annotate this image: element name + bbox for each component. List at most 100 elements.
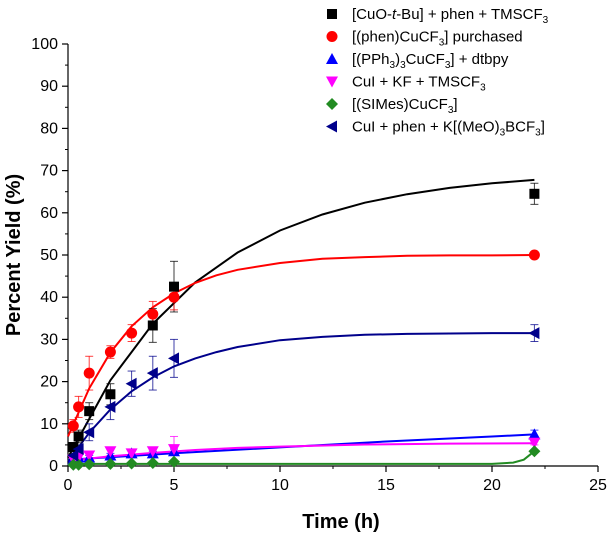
data-markers-layer — [67, 188, 541, 471]
data-point — [528, 445, 541, 458]
legend-marker — [327, 9, 337, 19]
x-tick-label: 20 — [483, 477, 501, 494]
data-point — [169, 281, 179, 292]
data-point — [146, 457, 159, 470]
y-tick-label: 40 — [40, 289, 58, 306]
legend-entry: [(SIMes)CuCF3​] — [352, 96, 458, 116]
y-tick-label: 0 — [49, 458, 58, 475]
legend-text-part: CuI + KF + TMSCF — [352, 74, 480, 91]
y-axis-title: Percent Yield (%) — [3, 174, 25, 336]
data-point — [68, 442, 79, 453]
legend-marker — [326, 76, 338, 88]
legend-entry: [CuO-t-Bu] + phen + TMSCF3​ — [352, 6, 549, 26]
legend-text-part: ] — [541, 119, 545, 136]
y-tick-label: 100 — [31, 36, 58, 53]
legend-text-part: [(PPh — [352, 51, 390, 68]
y-tick-label: 70 — [40, 163, 58, 180]
x-tick-label: 5 — [170, 477, 179, 494]
data-point — [104, 400, 116, 413]
data-point — [72, 458, 85, 471]
legend-text-part: CuI + phen + K[(MeO) — [352, 119, 500, 136]
y-tick-label: 50 — [40, 247, 58, 264]
data-point — [83, 450, 96, 462]
y-tick-label: 60 — [40, 205, 58, 222]
data-point — [104, 457, 117, 470]
data-point — [83, 458, 96, 471]
data-point — [67, 449, 79, 462]
legend-text-part: BCF — [505, 119, 535, 136]
legend-marker — [326, 98, 338, 110]
legend-text-part: 3 — [480, 83, 486, 94]
legend-text-part: 3 — [448, 105, 454, 116]
legend: [CuO-t-Bu] + phen + TMSCF3​ [(phen)CuCF3​… — [326, 6, 549, 139]
y-tick-label: 30 — [40, 331, 58, 348]
data-point — [84, 406, 95, 417]
legend-entry: CuI + KF + TMSCF3​ — [352, 74, 486, 94]
axes-layer: 0 5 10 15 20 25 0 10 20 30 40 50 60 70 80 90 100 — [31, 36, 607, 494]
data-point — [528, 249, 540, 261]
y-tick-label: 10 — [40, 416, 58, 433]
legend-text-part: 3 — [543, 15, 549, 26]
data-point — [72, 443, 84, 456]
data-point — [67, 420, 79, 432]
legend-text-part: [(phen)CuCF — [352, 29, 439, 46]
x-tick-label: 15 — [377, 477, 395, 494]
fit-curve — [67, 442, 535, 462]
fit-curve — [67, 178, 535, 459]
data-point — [105, 389, 116, 400]
data-point — [168, 455, 180, 468]
data-point — [104, 446, 117, 458]
legend-entry: CuI + phen + K[(MeO)3​BCF3​] — [352, 119, 545, 139]
error-bars-layer — [69, 182, 539, 463]
x-tick-label: 10 — [271, 477, 289, 494]
legend-marker — [326, 120, 337, 133]
fit-curve — [67, 332, 535, 463]
data-point — [168, 444, 180, 456]
legend-text-part: 3 — [400, 60, 406, 71]
data-point — [73, 431, 84, 442]
data-point — [125, 457, 138, 470]
legend-marker — [326, 31, 338, 42]
data-point — [168, 291, 180, 303]
legend-text-part: 3 — [445, 60, 451, 71]
data-point — [125, 377, 137, 390]
data-point — [104, 346, 116, 358]
y-tick-label: 90 — [40, 78, 58, 95]
legend-text-part: 3 — [390, 60, 396, 71]
legend-text-part: ] — [453, 96, 457, 113]
data-point — [529, 188, 540, 199]
legend-text-part: [(SIMes)CuCF — [352, 96, 448, 113]
fit-curve — [67, 254, 535, 437]
legend-text-part: [CuO- — [352, 6, 392, 23]
y-tick-label: 20 — [40, 374, 58, 391]
legend-text-part: 3 — [439, 38, 445, 49]
data-point — [168, 352, 179, 365]
legend-text-part: -Bu] + phen + TMSCF — [396, 6, 542, 23]
x-tick-label: 0 — [64, 477, 73, 494]
legend-marker — [326, 53, 338, 64]
data-point — [146, 446, 159, 458]
legend-entry: [(phen)CuCF3​] purchased — [352, 29, 523, 49]
data-point — [147, 308, 159, 320]
data-point — [126, 327, 138, 339]
data-point — [83, 426, 95, 439]
legend-text-part: 3 — [535, 128, 541, 139]
legend-text-part: ] + dtbpy — [450, 51, 508, 68]
data-point — [83, 367, 95, 379]
data-point — [146, 367, 158, 380]
data-point — [528, 437, 541, 449]
data-point — [528, 428, 541, 440]
data-point — [147, 320, 158, 331]
legend-text-part: ) — [395, 51, 400, 68]
data-point — [528, 327, 540, 340]
data-point — [125, 448, 138, 460]
legend-entry: [(PPh3​)3​CuCF3​] + dtbpy — [352, 51, 509, 71]
data-point — [73, 401, 85, 413]
legend-text-part: t — [392, 6, 397, 23]
legend-text-part: 3 — [500, 128, 506, 139]
y-tick-label: 80 — [40, 120, 58, 137]
legend-text-part: ] purchased — [444, 29, 522, 46]
x-tick-label: 25 — [589, 477, 607, 494]
x-axis-title: Time (h) — [302, 511, 379, 533]
